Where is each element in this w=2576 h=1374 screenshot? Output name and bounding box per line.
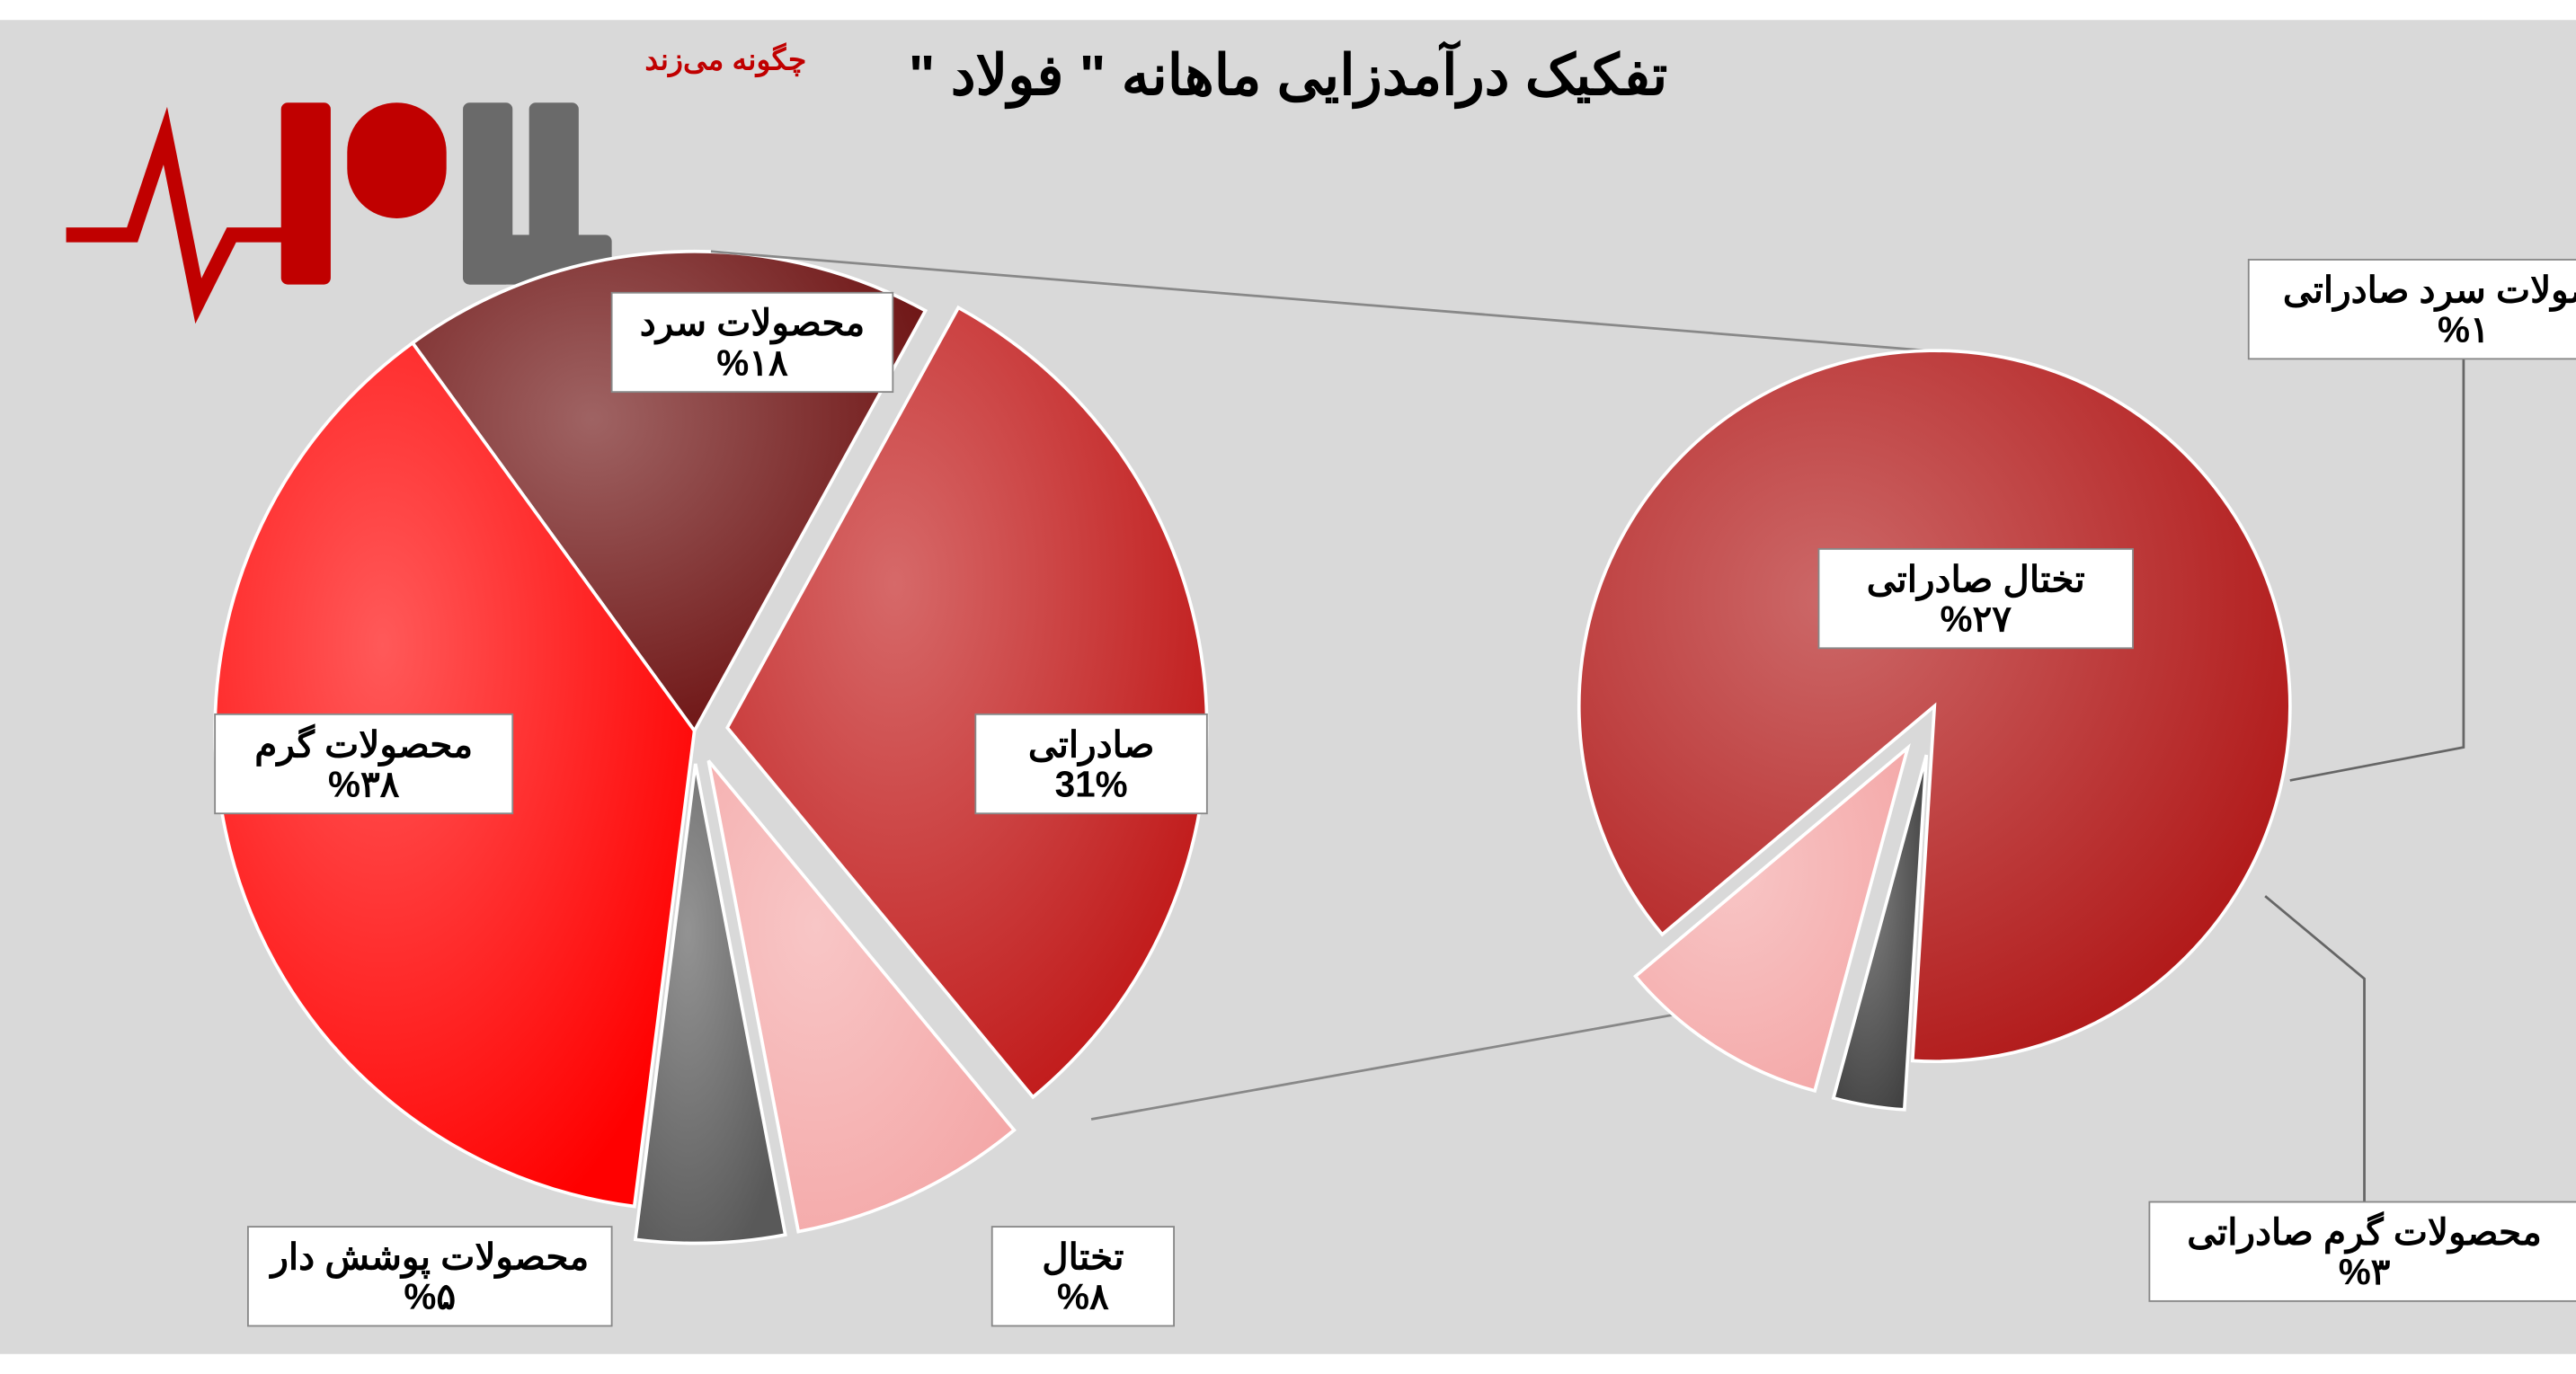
main_pie-label-pct-2: %۸ [1057,1276,1109,1317]
sub_pie-label-pct-1: %۱ [2438,309,2490,350]
chart-title: تفکیک درآمدزایی ماهانه " فولاد " [909,39,1668,110]
sub_pie-label-pct-2: %۳ [2339,1251,2391,1292]
chart-container: تفکیک درآمدزایی ماهانه " فولاد " چگونه می… [0,0,2576,1374]
main_pie-label-pct-0: %۱۸ [716,341,788,383]
main_pie-label-pct-4: %۳۸ [328,763,400,804]
main_pie-label-name-2: تختال [1042,1237,1124,1278]
main_pie-label-pct-1: 31% [1055,763,1128,804]
sub_pie-label-name-2: محصولات گرم صادراتی [2187,1211,2541,1254]
main_pie-label-name-0: محصولات سرد [640,302,865,345]
sub_pie-label-name-0: تختال صادراتی [1867,558,2085,601]
sub_pie-label-0: تختال صادراتی%۲۷ [1818,549,2133,648]
sub_pie-label-2: محصولات گرم صادراتی%۳ [2149,1202,2576,1301]
sub_pie-label-name-1: محصولات سرد صادراتی [2283,269,2576,312]
main_pie-label-0: محصولات سرد%۱۸ [612,293,893,392]
sub_pie-label-1: محصولات سرد صادراتی%۱ [2249,260,2576,359]
main_pie-label-name-3: محصولات پوشش دار [268,1237,589,1280]
main_pie-label-3: محصولات پوشش دار%۵ [248,1227,612,1325]
main_pie-label-pct-3: %۵ [404,1276,456,1317]
main_pie-label-name-4: محصولات گرم [254,723,473,767]
main_pie-label-name-1: صادراتی [1028,723,1154,767]
pie-chart-svg: تفکیک درآمدزایی ماهانه " فولاد " چگونه می… [0,0,2576,1374]
logo-tagline: چگونه می‌زند [644,41,806,77]
sub_pie-label-pct-0: %۲۷ [1941,598,2012,640]
main_pie-label-2: تختال%۸ [992,1227,1174,1325]
main_pie-label-1: صادراتی31% [975,714,1207,813]
main_pie-label-4: محصولات گرم%۳۸ [215,714,512,813]
